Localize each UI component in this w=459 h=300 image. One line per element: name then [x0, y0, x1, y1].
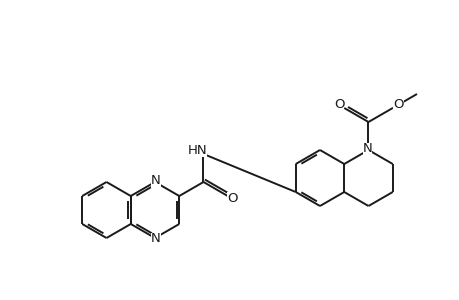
Text: N: N [151, 232, 161, 245]
Text: HN: HN [187, 143, 207, 157]
Text: O: O [333, 98, 344, 112]
Text: N: N [151, 175, 161, 188]
Text: O: O [227, 191, 237, 205]
Text: N: N [362, 142, 372, 155]
Text: O: O [392, 98, 403, 112]
